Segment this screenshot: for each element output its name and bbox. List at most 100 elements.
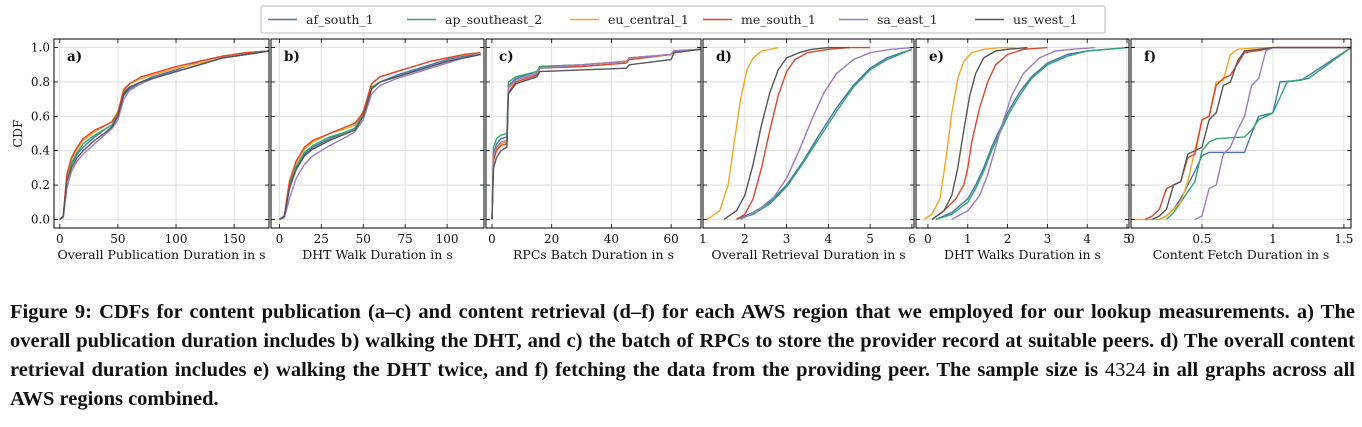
x-tick-label: 150 (223, 232, 246, 246)
series-line-ap-southeast-2 (736, 48, 913, 221)
panel-a: 0 50 100 150 0.0 0.2 0.4 0.6 0.8 1.0 a) Overall Pub… (10, 38, 270, 262)
x-tick-label: 0 (924, 232, 932, 246)
panel-b-x-axis-label: DHT Walk Duration in s (302, 247, 453, 262)
series-line-me-south-1 (736, 46, 871, 220)
x-tick-label: 0 (488, 232, 496, 246)
legend-entry-eu-central-1: eu_central_1 (570, 12, 689, 27)
panel-c-frame (485, 38, 702, 229)
x-tick-label: 4 (1083, 232, 1091, 246)
y-tick-label: 0.2 (31, 178, 50, 192)
legend-entry-sa-east-1: sa_east_1 (839, 12, 938, 27)
series-line-sa-east-1 (740, 46, 912, 221)
caption-sample-size: 4324 (1104, 359, 1146, 381)
series-line-us-west-1 (279, 53, 481, 220)
panel-b: 0 25 50 75 100 b) DHT Walk Duration in s (270, 38, 485, 262)
caption-text-end: in all graphs across all AWS regions com… (10, 359, 1355, 410)
legend-label: eu_central_1 (608, 12, 689, 27)
series-line-us-west-1 (723, 46, 850, 220)
series-line-me-south-1 (931, 46, 1048, 220)
legend-frame (260, 5, 1106, 34)
panel-e-plot-area (916, 39, 1129, 228)
panel-e-series (923, 46, 1128, 221)
legend-entry-us-west-1: us_west_1 (975, 12, 1077, 27)
panel-c-letter: c) (499, 49, 514, 65)
panel-f: 0 0.5 1 1.5 f) Content Fetch Duration in s (1127, 38, 1353, 262)
x-tick-label: 25 (314, 232, 329, 246)
x-tick-label: 0 (56, 232, 64, 246)
series-line-sa-east-1 (951, 46, 1096, 221)
panel-a-frame (53, 38, 270, 229)
panel-a-x-axis-label: Overall Publication Duration in s (57, 247, 265, 262)
panel-b-frame (270, 38, 485, 229)
panel-d: 1 2 3 4 5 6 d) Overall Retrieval Duration in s (699, 38, 916, 262)
series-line-us-west-1 (1151, 46, 1351, 221)
series-line-sa-east-1 (279, 53, 481, 221)
panel-a-letter: a) (67, 49, 82, 65)
series-line-me-south-1 (1144, 46, 1351, 221)
x-tick-label: 100 (436, 232, 459, 246)
x-tick-label: 5 (1123, 232, 1131, 246)
figure-caption: Figure 9: CDFs for content publication (… (10, 298, 1355, 414)
legend-label: us_west_1 (1013, 12, 1077, 27)
y-tick-label: 1.0 (31, 41, 50, 55)
series-line-sa-east-1 (491, 48, 701, 220)
series-line-eu-central-1 (923, 46, 1016, 220)
panel-e-x-axis-label: DHT Walks Duration in s (944, 247, 1101, 262)
panel-e: 0 1 2 3 4 5 e) DHT Walks Duration in s (915, 38, 1131, 262)
panel-a-plot-area (54, 39, 269, 228)
y-axis-label: CDF (10, 119, 25, 148)
panel-b-plot-area (271, 39, 484, 228)
series-line-us-west-1 (59, 50, 269, 220)
x-tick-label: 60 (663, 232, 678, 246)
x-tick-label: 20 (544, 232, 559, 246)
panel-c-plot-area (486, 39, 701, 228)
x-tick-label: 4 (825, 232, 833, 246)
panel-d-x-axis-label: Overall Retrieval Duration in s (711, 247, 905, 262)
x-tick-label: 50 (356, 232, 371, 246)
legend-label: sa_east_1 (877, 12, 938, 27)
panel-e-frame (915, 38, 1130, 229)
panel-b-letter: b) (284, 49, 300, 65)
panel-d-plot-area (703, 39, 914, 228)
panel-e-letter: e) (929, 49, 944, 65)
caption-text-start: Figure 9: CDFs for content publication (… (10, 301, 1355, 381)
series-line-ap-southeast-2 (935, 46, 1128, 221)
panel-c-x-axis-label: RPCs Batch Duration in s (513, 247, 674, 262)
legend-entry-ap-southeast-2: ap_southeast_2 (407, 12, 542, 27)
y-tick-label: 0.4 (31, 144, 50, 158)
x-tick-label: 3 (1044, 232, 1052, 246)
panel-d-letter: d) (716, 49, 732, 65)
series-line-me-south-1 (59, 50, 269, 220)
legend-label: af_south_1 (306, 12, 374, 27)
panel-a-series (59, 50, 269, 221)
panel-f-letter: f) (1144, 49, 1156, 65)
y-tick-label: 0.0 (31, 212, 50, 226)
x-tick-label: 0 (276, 232, 284, 246)
x-tick-label: 0 (1127, 232, 1135, 246)
series-line-us-west-1 (491, 48, 701, 220)
cdf-figure: af_south_1 ap_southeast_2 eu_central_1 me_s… (10, 5, 1353, 262)
x-tick-label: 2 (1004, 232, 1012, 246)
x-tick-label: 1 (699, 232, 707, 246)
x-tick-label: 1.5 (1334, 232, 1353, 246)
series-line-af-south-1 (1159, 47, 1351, 221)
panel-f-frame (1130, 38, 1352, 229)
series-line-us-west-1 (931, 46, 1028, 220)
x-tick-label: 5 (866, 232, 874, 246)
y-tick-label: 0.8 (31, 75, 50, 89)
legend-entry-me-south-1: me_south_1 (703, 12, 816, 27)
panel-d-frame (702, 38, 915, 229)
x-tick-label: 0.5 (1192, 232, 1211, 246)
panel-f-plot-area (1131, 39, 1351, 228)
series-line-me-south-1 (279, 52, 481, 220)
x-tick-label: 40 (604, 232, 619, 246)
panel-b-series (279, 52, 481, 221)
legend-entry-af-south-1: af_south_1 (268, 12, 374, 27)
panel-c-series (491, 48, 701, 220)
x-tick-label: 6 (908, 232, 916, 246)
legend: af_south_1 ap_southeast_2 eu_central_1 me_s… (260, 5, 1106, 34)
series-line-eu-central-1 (706, 46, 779, 220)
x-tick-label: 3 (783, 232, 791, 246)
legend-label: ap_southeast_2 (445, 12, 542, 27)
